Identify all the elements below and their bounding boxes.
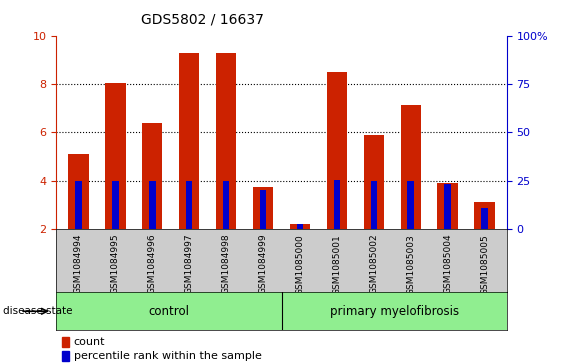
Bar xyxy=(400,105,421,229)
Bar xyxy=(370,180,377,229)
Bar xyxy=(253,187,273,229)
Bar xyxy=(437,183,458,229)
Text: GSM1085002: GSM1085002 xyxy=(369,234,378,294)
Bar xyxy=(408,180,414,229)
Bar xyxy=(481,208,488,229)
Text: GSM1084996: GSM1084996 xyxy=(148,234,157,294)
Bar xyxy=(216,53,236,229)
Bar xyxy=(334,180,340,229)
Bar xyxy=(223,180,229,229)
Bar xyxy=(475,202,495,229)
Text: primary myelofibrosis: primary myelofibrosis xyxy=(329,305,459,318)
Text: count: count xyxy=(74,337,105,347)
Bar xyxy=(364,135,384,229)
Text: disease state: disease state xyxy=(3,306,72,317)
Bar xyxy=(297,224,303,229)
Text: GSM1085003: GSM1085003 xyxy=(406,234,415,294)
Bar xyxy=(444,184,451,229)
Text: GSM1084998: GSM1084998 xyxy=(222,234,231,294)
Text: GSM1085001: GSM1085001 xyxy=(332,234,341,294)
Text: GSM1084995: GSM1084995 xyxy=(111,234,120,294)
Bar xyxy=(142,123,163,229)
Text: GSM1085000: GSM1085000 xyxy=(296,234,305,294)
Bar xyxy=(75,180,82,229)
Text: GSM1085004: GSM1085004 xyxy=(443,234,452,294)
Bar xyxy=(112,180,119,229)
Text: GSM1084999: GSM1084999 xyxy=(258,234,267,294)
Bar xyxy=(290,224,310,229)
Bar xyxy=(327,72,347,229)
Bar xyxy=(105,83,126,229)
Text: GDS5802 / 16637: GDS5802 / 16637 xyxy=(141,13,263,27)
Text: control: control xyxy=(149,305,189,318)
Bar xyxy=(186,180,193,229)
Text: GSM1084997: GSM1084997 xyxy=(185,234,194,294)
Bar xyxy=(68,154,88,229)
Text: percentile rank within the sample: percentile rank within the sample xyxy=(74,351,262,361)
Text: GSM1085005: GSM1085005 xyxy=(480,234,489,294)
Text: GSM1084994: GSM1084994 xyxy=(74,234,83,294)
Bar xyxy=(149,180,155,229)
Bar xyxy=(179,53,199,229)
Bar xyxy=(260,190,266,229)
